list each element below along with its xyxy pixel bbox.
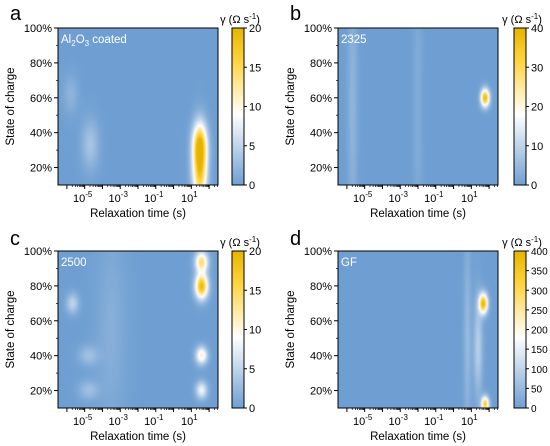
colorbar-title: γ (Ω s-1) <box>502 12 542 26</box>
colorbar-tick-label: 0 <box>531 180 537 192</box>
y-tick-label: 100% <box>304 23 332 35</box>
colorbar <box>513 27 527 186</box>
heatmap-image <box>58 251 218 408</box>
colorbar-tick-label: 50 <box>531 384 543 395</box>
colorbar-tick-label: 5 <box>249 364 255 376</box>
panel-a: a 10-5 10-3 10-1 101 20% 40% 60% 80% 100% Relaxati… <box>5 3 261 220</box>
heatmap-image <box>58 28 218 185</box>
colorbar-tick-label: 15 <box>249 285 261 297</box>
x-tick-label: 101 <box>181 190 198 205</box>
colorbar-tick-label: 10 <box>531 141 543 153</box>
x-tick-label: 10-3 <box>109 190 129 205</box>
y-tick-label: 20% <box>30 386 52 398</box>
colorbar-tick-label: 0 <box>249 180 255 192</box>
x-tick-label: 101 <box>461 413 478 428</box>
panel-d: d 10-5 10-3 10-1 101 20% 40% 60% 80% 100% Relaxati… <box>285 228 548 443</box>
y-tick-label: 100% <box>304 246 332 258</box>
heatmap-image <box>338 28 498 185</box>
colorbar-tick-label: 350 <box>531 267 548 278</box>
colorbar-title: γ (Ω s-1) <box>220 12 260 26</box>
y-tick-label: 100% <box>24 23 52 35</box>
y-tick-label: 60% <box>310 316 332 328</box>
colorbar-tick-label: 20 <box>249 246 261 258</box>
colorbar-tick-label: 150 <box>531 345 548 356</box>
colorbar-tick-label: 40 <box>531 23 543 35</box>
x-tick-label: 10-5 <box>353 190 373 205</box>
x-tick-label: 10-5 <box>73 190 93 205</box>
x-tick-label: 10-1 <box>424 190 444 205</box>
y-tick-label: 20% <box>310 163 332 175</box>
y-tick-label: 40% <box>310 128 332 140</box>
sample-label: 2500 <box>61 257 87 269</box>
x-axis-label: Relaxation time (s) <box>370 431 466 443</box>
y-axis-label: State of charge <box>285 291 297 369</box>
x-tick-label: 10-1 <box>144 413 164 428</box>
y-tick-label: 40% <box>30 351 52 363</box>
y-tick-label: 80% <box>310 281 332 293</box>
panel-letter: a <box>10 3 22 25</box>
x-axis-label: Relaxation time (s) <box>370 208 466 220</box>
y-tick-label: 80% <box>310 58 332 70</box>
colorbar-tick-label: 20 <box>531 102 543 114</box>
y-tick-label: 100% <box>24 246 52 258</box>
colorbar-tick-label: 0 <box>531 404 537 415</box>
y-axis-label: State of charge <box>285 68 297 146</box>
colorbar-tick-label: 5 <box>249 141 255 153</box>
y-tick-label: 60% <box>30 316 52 328</box>
colorbar <box>231 250 245 409</box>
y-tick-label: 80% <box>30 281 52 293</box>
x-tick-label: 10-3 <box>389 413 409 428</box>
y-tick-label: 40% <box>30 128 52 140</box>
y-tick-label: 20% <box>30 163 52 175</box>
panel-c: c 10-5 10-3 10-1 101 20% 40% 60% 80% 100% Relaxati… <box>5 228 261 443</box>
colorbar-tick-label: 200 <box>531 326 548 337</box>
colorbar-tick-label: 300 <box>531 286 548 297</box>
colorbar-tick-label: 10 <box>249 325 261 337</box>
y-tick-label: 80% <box>30 58 52 70</box>
sample-label: 2325 <box>341 34 367 46</box>
sample-label: Al2O3 coated <box>61 34 127 48</box>
x-tick-label: 10-5 <box>73 413 93 428</box>
sample-label: GF <box>341 257 357 269</box>
x-tick-label: 10-1 <box>424 413 444 428</box>
colorbar-title: γ (Ω s-1) <box>220 235 260 249</box>
colorbar-tick-label: 10 <box>249 102 261 114</box>
x-tick-label: 10-3 <box>389 190 409 205</box>
x-tick-label: 10-1 <box>144 190 164 205</box>
x-axis-label: Relaxation time (s) <box>90 431 186 443</box>
y-tick-label: 60% <box>310 93 332 105</box>
x-tick-label: 10-5 <box>353 413 373 428</box>
y-tick-label: 60% <box>30 93 52 105</box>
y-tick-label: 20% <box>310 386 332 398</box>
y-axis-label: State of charge <box>5 68 17 146</box>
colorbar-tick-label: 400 <box>531 247 548 258</box>
x-axis-label: Relaxation time (s) <box>90 208 186 220</box>
panel-letter: d <box>290 228 301 250</box>
y-tick-label: 40% <box>310 351 332 363</box>
y-axis-label: State of charge <box>5 291 17 369</box>
colorbar <box>231 27 245 186</box>
colorbar-title: γ (Ω s-1) <box>502 235 542 249</box>
colorbar-tick-label: 30 <box>531 62 543 74</box>
heatmap-image <box>338 251 498 408</box>
colorbar-tick-label: 250 <box>531 306 548 317</box>
panel-letter: b <box>290 3 301 25</box>
panel-letter: c <box>10 228 20 250</box>
colorbar-tick-label: 0 <box>249 403 255 415</box>
x-tick-label: 101 <box>181 413 198 428</box>
colorbar-tick-label: 20 <box>249 23 261 35</box>
panel-b: b 10-5 10-3 10-1 101 20% 40% 60% 80% 100% Relaxati… <box>285 3 543 220</box>
colorbar-tick-label: 15 <box>249 62 261 74</box>
x-tick-label: 101 <box>461 190 478 205</box>
colorbar-tick-label: 100 <box>531 365 548 376</box>
x-tick-label: 10-3 <box>109 413 129 428</box>
colorbar <box>513 250 527 409</box>
